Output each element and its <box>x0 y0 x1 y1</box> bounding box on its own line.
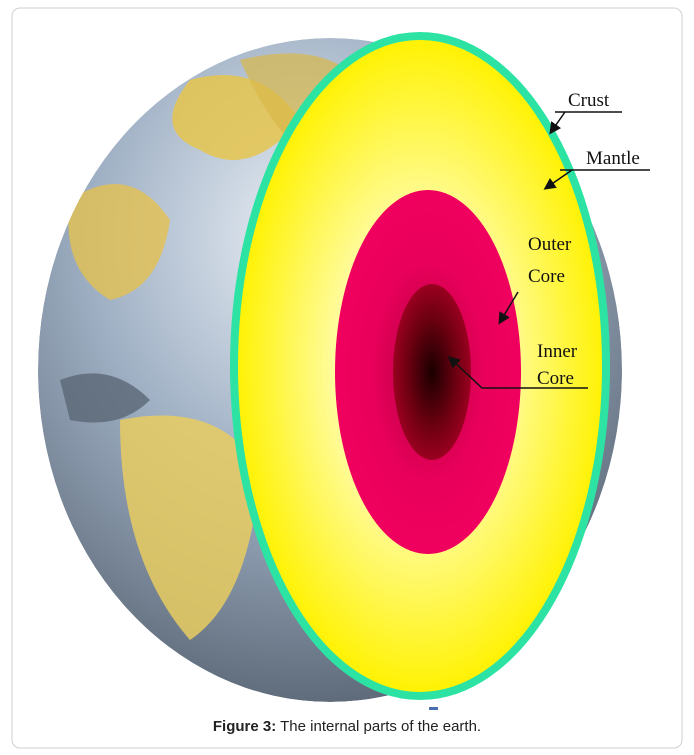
inner-core <box>393 284 471 460</box>
caption: Figure 3: The internal parts of the eart… <box>213 718 481 735</box>
caption-label: Figure 3: <box>213 718 276 735</box>
mark <box>429 707 438 710</box>
label-outer-core: Outer <box>528 234 572 255</box>
label-outer-core: Core <box>528 266 565 287</box>
label-crust: Crust <box>568 90 610 111</box>
label-inner-core: Inner <box>537 341 578 362</box>
callouts <box>447 111 650 389</box>
label-mantle: Mantle <box>586 148 640 169</box>
caption-text: The internal parts of the earth. <box>280 718 481 735</box>
label-inner-core: Core <box>537 368 574 389</box>
